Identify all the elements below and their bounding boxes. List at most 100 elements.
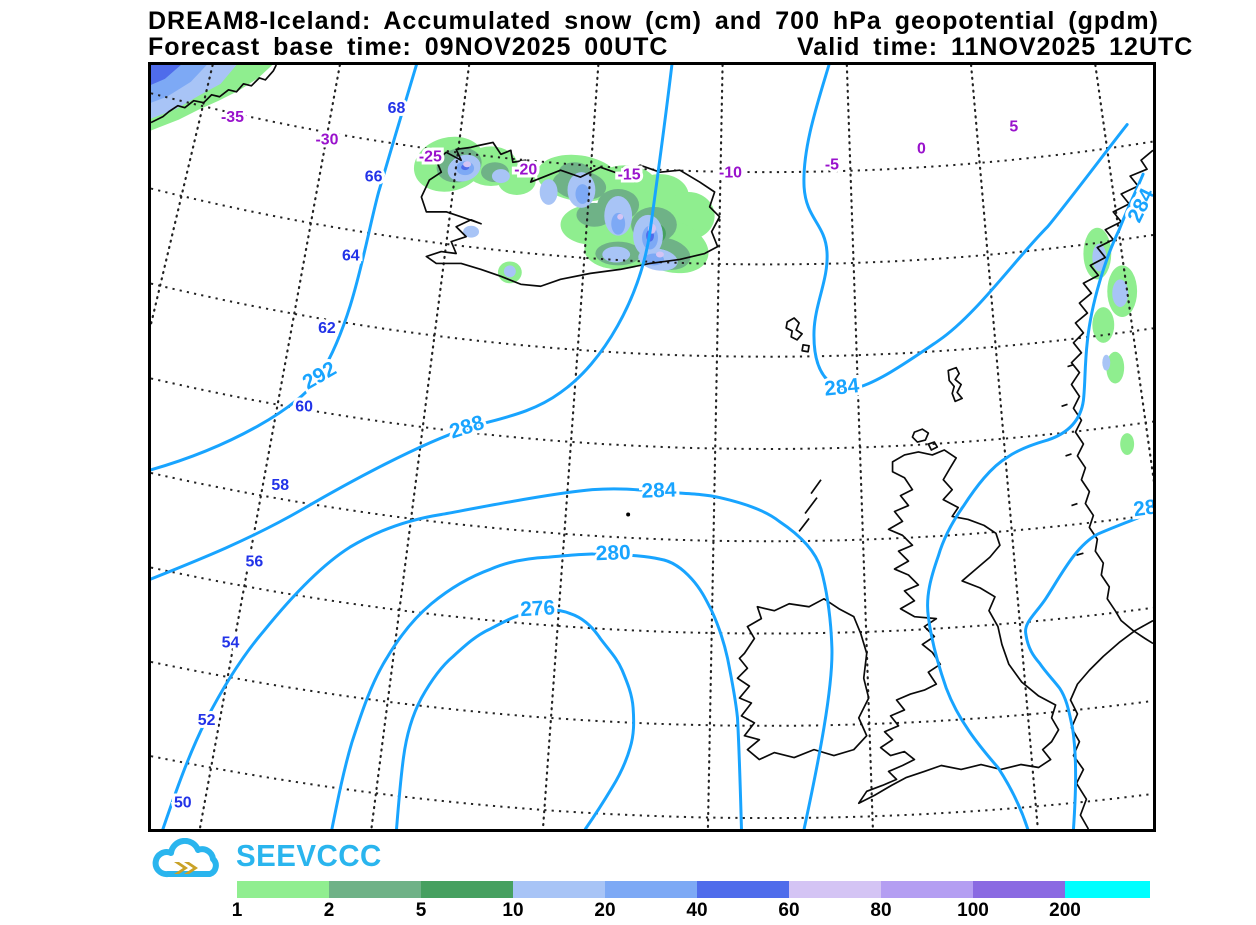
- coastline-orkney: [911, 428, 939, 451]
- contour-label: 276: [520, 596, 556, 621]
- contour-276: [395, 608, 636, 829]
- latitude-label: 64: [342, 248, 360, 265]
- legend-value-label: 40: [686, 900, 708, 921]
- coastline-continental-europe: [1069, 619, 1153, 829]
- contour-label: 280: [595, 541, 631, 565]
- legend-value-label: 200: [1049, 900, 1081, 921]
- contour-288-west: [151, 65, 674, 581]
- latitude-label: 66: [365, 168, 383, 185]
- legend-color-segment: [605, 881, 697, 898]
- snow-patch: [1092, 307, 1115, 343]
- legend-color-segment: [421, 881, 513, 898]
- longitude-label: -20: [514, 161, 537, 178]
- snow-patch: [1112, 279, 1129, 308]
- contour-label: 284: [823, 374, 860, 401]
- coastline-ireland: [736, 597, 870, 761]
- legend-value-label: 60: [778, 900, 800, 921]
- latitude-label: 50: [174, 794, 192, 811]
- snow-patch: [491, 169, 510, 184]
- contour-280: [330, 552, 743, 829]
- longitude-label: 5: [1009, 119, 1018, 136]
- contour-288-east: [1024, 510, 1153, 829]
- longitude-label: -35: [221, 109, 244, 126]
- legend-value-label: 100: [957, 900, 989, 921]
- contour-label: 284: [641, 479, 677, 503]
- snow-scale-legend: 1 2 5 10 20 40 60 80 100 200: [232, 881, 1150, 921]
- longitude-line: [969, 65, 1039, 829]
- latitude-label: 62: [318, 320, 336, 337]
- snow-patch: [539, 179, 558, 205]
- snow-patch: [576, 202, 613, 227]
- coastline-great-britain: [857, 449, 1060, 805]
- longitude-line: [151, 65, 214, 329]
- cloud-icon: [152, 838, 219, 878]
- latitude-line: [151, 755, 1153, 820]
- snow-patch: [1102, 354, 1111, 371]
- longitude-label: -5: [825, 156, 839, 173]
- snow-patch: [463, 161, 472, 168]
- latitude-label: 58: [271, 477, 289, 494]
- longitude-label: -15: [618, 166, 641, 183]
- contour-label: 292: [299, 357, 341, 394]
- chart-title: DREAM8-Iceland: Accumulated snow (cm) an…: [148, 7, 1159, 35]
- longitude-label: 0: [917, 141, 926, 158]
- contour-284-trough: [802, 65, 1129, 391]
- contour-284-mid: [161, 487, 834, 829]
- legend-value-label: 20: [594, 900, 616, 921]
- legend-color-segment: [1065, 881, 1150, 898]
- rockall-islet: [626, 512, 631, 517]
- legend-color-segment: [697, 881, 789, 898]
- snow-patch: [575, 184, 590, 204]
- longitude-line: [370, 65, 471, 829]
- contour-292: [151, 65, 418, 472]
- lat-lon-graticule: [151, 65, 1153, 829]
- longitude-label: -30: [315, 132, 338, 149]
- snow-patch: [463, 225, 480, 238]
- legend-value-label: 1: [231, 900, 243, 921]
- longitude-line: [198, 65, 341, 829]
- longitude-line: [845, 65, 874, 829]
- coastline-faroe-islands: [785, 317, 810, 353]
- longitude-label: -25: [419, 148, 442, 165]
- legend-color-segment: [881, 881, 973, 898]
- arrow-icon: [174, 862, 198, 874]
- legend-value-label: 5: [415, 900, 427, 921]
- latitude-label: 68: [388, 100, 406, 117]
- legend-color-segment: [329, 881, 421, 898]
- latitude-line: [151, 472, 1153, 543]
- snow-patch: [1120, 433, 1135, 455]
- snow-patch: [1106, 351, 1125, 384]
- snow-patch: [617, 213, 624, 220]
- latitude-line: [151, 377, 1153, 450]
- longitude-line: [541, 65, 600, 829]
- snow-patch: [655, 251, 664, 258]
- legend-value-label: 2: [323, 900, 335, 921]
- latitude-label: 54: [222, 635, 240, 652]
- coastline-iceland: [420, 141, 721, 288]
- legend-value-label: 80: [870, 900, 892, 921]
- latitude-line: [151, 187, 1153, 266]
- snow-patch: [503, 265, 516, 278]
- coastline-hebrides: [798, 479, 822, 532]
- latitude-label: 56: [246, 553, 264, 570]
- forecast-base-time: Forecast base time: 09NOV2025 00UTC: [148, 33, 669, 61]
- snow-area-greenland-blue3: [151, 65, 181, 85]
- latitude-label: 52: [198, 712, 216, 729]
- longitude-line: [706, 65, 724, 829]
- legend-color-segment: [237, 881, 329, 898]
- snow-patch: [602, 246, 631, 263]
- latitude-line: [151, 92, 1153, 174]
- coastline-norway-islets: [1061, 363, 1084, 556]
- latitude-line: [151, 282, 1153, 358]
- latitude-label: 60: [295, 399, 313, 416]
- snow-area-norway: [1083, 227, 1138, 455]
- valid-time: Valid time: 11NOV2025 12UTC: [797, 33, 1194, 61]
- contour-label: 288: [1132, 494, 1156, 522]
- snow-patch: [1092, 243, 1107, 272]
- latitude-line: [151, 566, 1153, 635]
- logo-text: SEEVCCC: [236, 838, 382, 873]
- legend-color-segment: [973, 881, 1065, 898]
